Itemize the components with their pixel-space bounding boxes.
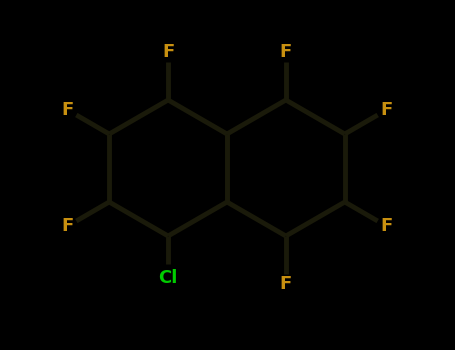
Text: F: F [280, 43, 292, 61]
Text: F: F [280, 275, 292, 293]
Text: F: F [380, 217, 393, 235]
Text: Cl: Cl [158, 269, 178, 287]
Text: F: F [61, 217, 74, 235]
Text: F: F [61, 101, 74, 119]
Text: F: F [380, 101, 393, 119]
Text: F: F [162, 43, 174, 61]
